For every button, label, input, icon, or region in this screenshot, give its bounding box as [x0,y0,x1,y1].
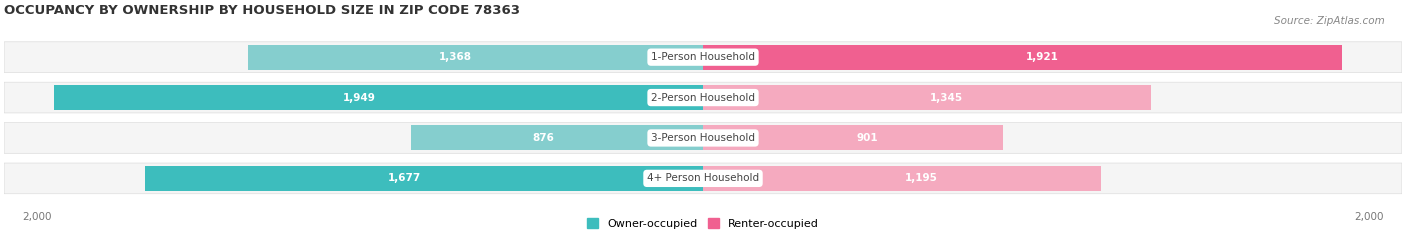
Text: Source: ZipAtlas.com: Source: ZipAtlas.com [1274,16,1385,26]
Text: 1,921: 1,921 [1026,52,1059,62]
Bar [703,45,1343,70]
Text: 1-Person Household: 1-Person Household [651,52,755,62]
Text: 2-Person Household: 2-Person Household [651,93,755,103]
Text: 901: 901 [856,133,877,143]
Text: OCCUPANCY BY OWNERSHIP BY HOUSEHOLD SIZE IN ZIP CODE 78363: OCCUPANCY BY OWNERSHIP BY HOUSEHOLD SIZE… [4,4,520,17]
Text: 4+ Person Household: 4+ Person Household [647,173,759,183]
Bar [55,85,703,110]
FancyBboxPatch shape [4,123,1402,153]
Bar [703,85,1150,110]
Text: 1,368: 1,368 [439,52,472,62]
Text: 1,345: 1,345 [931,93,963,103]
Bar [703,166,1101,191]
Bar [247,45,703,70]
FancyBboxPatch shape [4,163,1402,194]
Bar [703,125,1002,151]
Bar [412,125,703,151]
FancyBboxPatch shape [4,82,1402,113]
Legend: Owner-occupied, Renter-occupied: Owner-occupied, Renter-occupied [586,218,820,229]
FancyBboxPatch shape [4,42,1402,72]
Text: 3-Person Household: 3-Person Household [651,133,755,143]
Text: 876: 876 [531,133,554,143]
Text: 1,677: 1,677 [388,173,420,183]
Text: 1,195: 1,195 [905,173,938,183]
Bar [145,166,703,191]
Text: 1,949: 1,949 [343,93,375,103]
